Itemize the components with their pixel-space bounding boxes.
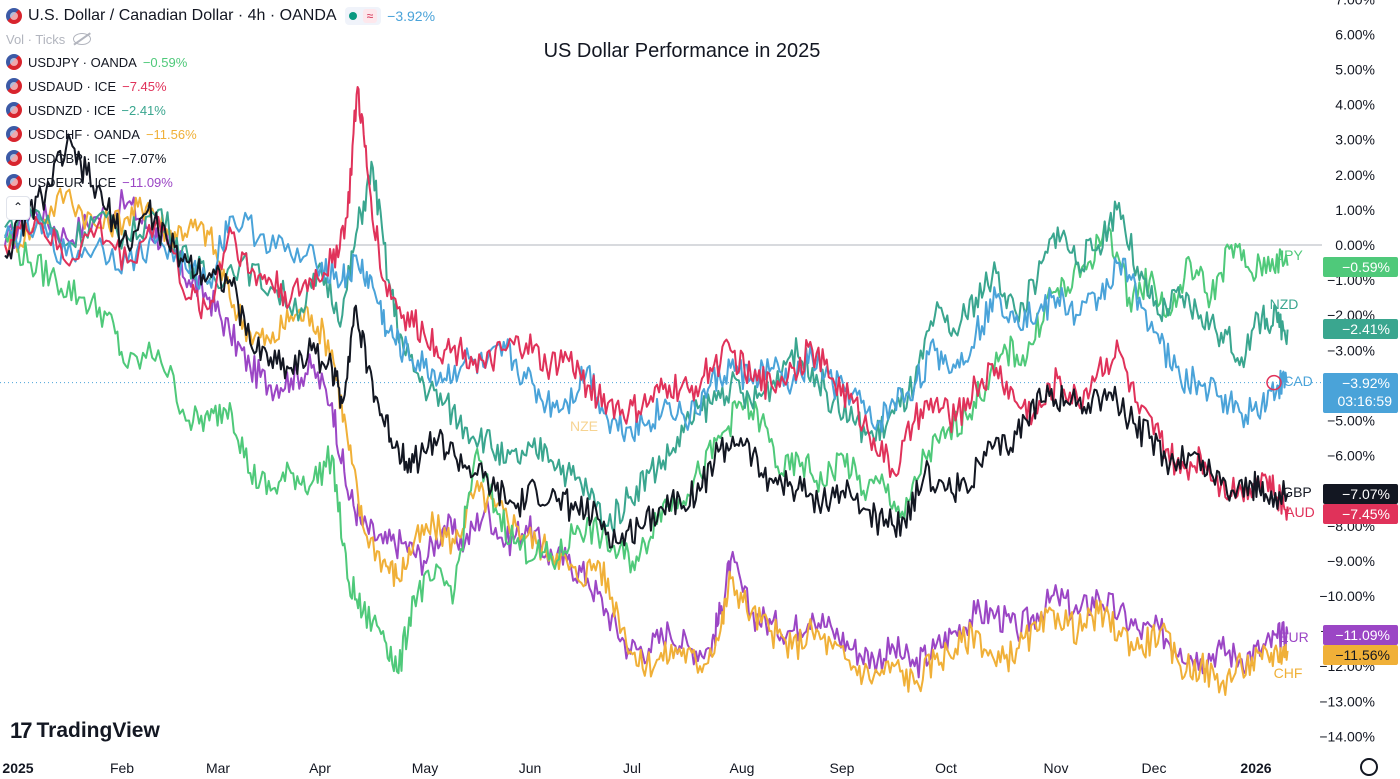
main-symbol-row[interactable]: U.S. Dollar / Canadian Dollar · 4h · OAN… [6, 4, 435, 28]
chart-title: US Dollar Performance in 2025 [543, 40, 821, 62]
legend: U.S. Dollar / Canadian Dollar · 4h · OAN… [6, 4, 435, 194]
legend-item-change: −7.45% [122, 78, 167, 94]
price-badge-text: −11.09% [1335, 627, 1390, 643]
volume-label: Vol · Ticks [6, 31, 66, 47]
eye-hidden-icon[interactable] [73, 33, 92, 45]
currency-flag-icon [6, 54, 22, 70]
series-line-aud[interactable] [4, 86, 1289, 521]
volume-row[interactable]: Vol · Ticks [6, 28, 435, 50]
currency-flag-icon [6, 174, 22, 190]
series-line-chf[interactable] [4, 187, 1289, 696]
settings-icon[interactable] [1360, 758, 1378, 776]
wave-icon: ≈ [362, 9, 378, 23]
x-tick-label: Nov [1044, 760, 1069, 776]
y-tick-label: 7.00% [1335, 0, 1375, 7]
y-tick-label: 3.00% [1335, 132, 1375, 148]
price-badge-text: −7.45% [1342, 506, 1390, 522]
price-badge-aud [1323, 504, 1398, 524]
price-badge-gbp [1323, 484, 1398, 504]
usdcad-flag-icon [6, 8, 22, 24]
legend-item-change: −2.41% [121, 102, 166, 118]
x-tick-label: Sep [830, 760, 855, 776]
price-badge-text: −2.41% [1342, 321, 1390, 337]
x-tick-label: May [412, 760, 438, 776]
price-badge-text: −11.56% [1335, 647, 1390, 663]
series-label-eur: EUR [1279, 629, 1309, 645]
status-pill[interactable]: ≈ [344, 7, 382, 25]
legend-item-label: USDJPY · OANDA [28, 54, 137, 70]
price-badge-text: −0.59% [1342, 259, 1390, 275]
y-tick-label: −6.00% [1327, 448, 1375, 464]
x-tick-label: 2026 [1240, 760, 1271, 776]
main-change: −3.92% [387, 8, 436, 24]
currency-flag-icon [6, 126, 22, 142]
symbol-title: U.S. Dollar / Canadian Dollar · 4h · OAN… [28, 7, 337, 24]
legend-item[interactable]: USDJPY · OANDA −0.59% [6, 50, 435, 74]
legend-item-label: USDNZD · ICE [28, 102, 116, 118]
x-tick-label: Feb [110, 760, 134, 776]
collapse-legend-button[interactable]: ⌃ [6, 196, 30, 220]
x-tick-label: Jul [623, 760, 641, 776]
legend-item-label: USDCHF · OANDA [28, 126, 140, 142]
y-tick-label: 2.00% [1335, 167, 1375, 183]
legend-item-label: USDGBP · ICE [28, 150, 116, 166]
overlay-label: NZE [570, 418, 598, 434]
series-line-nzd[interactable] [4, 160, 1289, 534]
x-tick-label: Jun [519, 760, 542, 776]
series-line-cad[interactable] [4, 211, 1289, 443]
y-tick-label: 5.00% [1335, 62, 1375, 78]
y-tick-label: 4.00% [1335, 97, 1375, 113]
currency-flag-icon [6, 150, 22, 166]
series-label-jpy: JPY [1277, 247, 1303, 263]
y-tick-label: 6.00% [1335, 26, 1375, 42]
cad-alert-icon[interactable] [1266, 374, 1282, 391]
legend-item-change: −11.09% [122, 174, 173, 190]
legend-item-change: −7.07% [121, 150, 167, 166]
y-tick-label: −13.00% [1319, 693, 1375, 709]
legend-item-change: −11.56% [145, 126, 197, 142]
legend-item[interactable]: USDAUD · ICE −7.45% [6, 74, 435, 98]
x-tick-label: 2025 [2, 760, 33, 776]
y-tick-label: −14.00% [1319, 728, 1375, 744]
series-label-aud: AUD [1285, 504, 1315, 520]
price-badge-chf [1323, 645, 1398, 665]
legend-item[interactable]: USDGBP · ICE −7.07% [6, 146, 435, 170]
series-line-gbp[interactable] [4, 133, 1289, 549]
series-label-chf: CHF [1274, 665, 1303, 681]
x-tick-label: Aug [730, 760, 755, 776]
series-label-gbp: GBP [1282, 484, 1312, 500]
price-badge-nzd [1323, 319, 1398, 339]
currency-flag-icon [6, 78, 22, 94]
countdown-text: 03:16:59 [1338, 393, 1393, 409]
legend-item[interactable]: USDNZD · ICE −2.41% [6, 98, 435, 122]
market-open-dot-icon [348, 12, 357, 20]
legend-item[interactable]: USDCHF · OANDA −11.56% [6, 122, 435, 146]
x-tick-label: Mar [206, 760, 230, 776]
price-badge-eur [1323, 625, 1398, 645]
legend-item-change: −0.59% [142, 54, 188, 70]
legend-item-label: USDAUD · ICE [28, 78, 117, 94]
tv-logo-icon: 17 [10, 718, 33, 743]
y-tick-label: 0.00% [1335, 237, 1375, 253]
price-badge-text: −3.92% [1342, 375, 1390, 391]
series-label-nzd: NZD [1270, 296, 1299, 312]
series-label-cad: CAD [1283, 373, 1313, 389]
x-tick-label: Dec [1142, 760, 1167, 776]
price-badge-cad [1323, 373, 1398, 413]
tradingview-logo[interactable]: 17 TradingView [10, 718, 160, 744]
price-badge-text: −7.07% [1342, 486, 1390, 502]
y-tick-label: 1.00% [1335, 202, 1375, 218]
y-tick-label: −9.00% [1327, 553, 1375, 569]
y-tick-label: −10.00% [1319, 588, 1375, 604]
tv-logo-text: TradingView [36, 719, 160, 742]
y-tick-label: −3.00% [1327, 342, 1375, 358]
price-badge-jpy [1323, 257, 1398, 277]
legend-item-label: USDEUR · ICE [28, 174, 117, 190]
x-tick-label: Apr [309, 760, 331, 776]
currency-flag-icon [6, 102, 22, 118]
x-tick-label: Oct [935, 760, 957, 776]
legend-item[interactable]: USDEUR · ICE −11.09% [6, 170, 435, 194]
y-tick-label: −5.00% [1327, 413, 1375, 429]
